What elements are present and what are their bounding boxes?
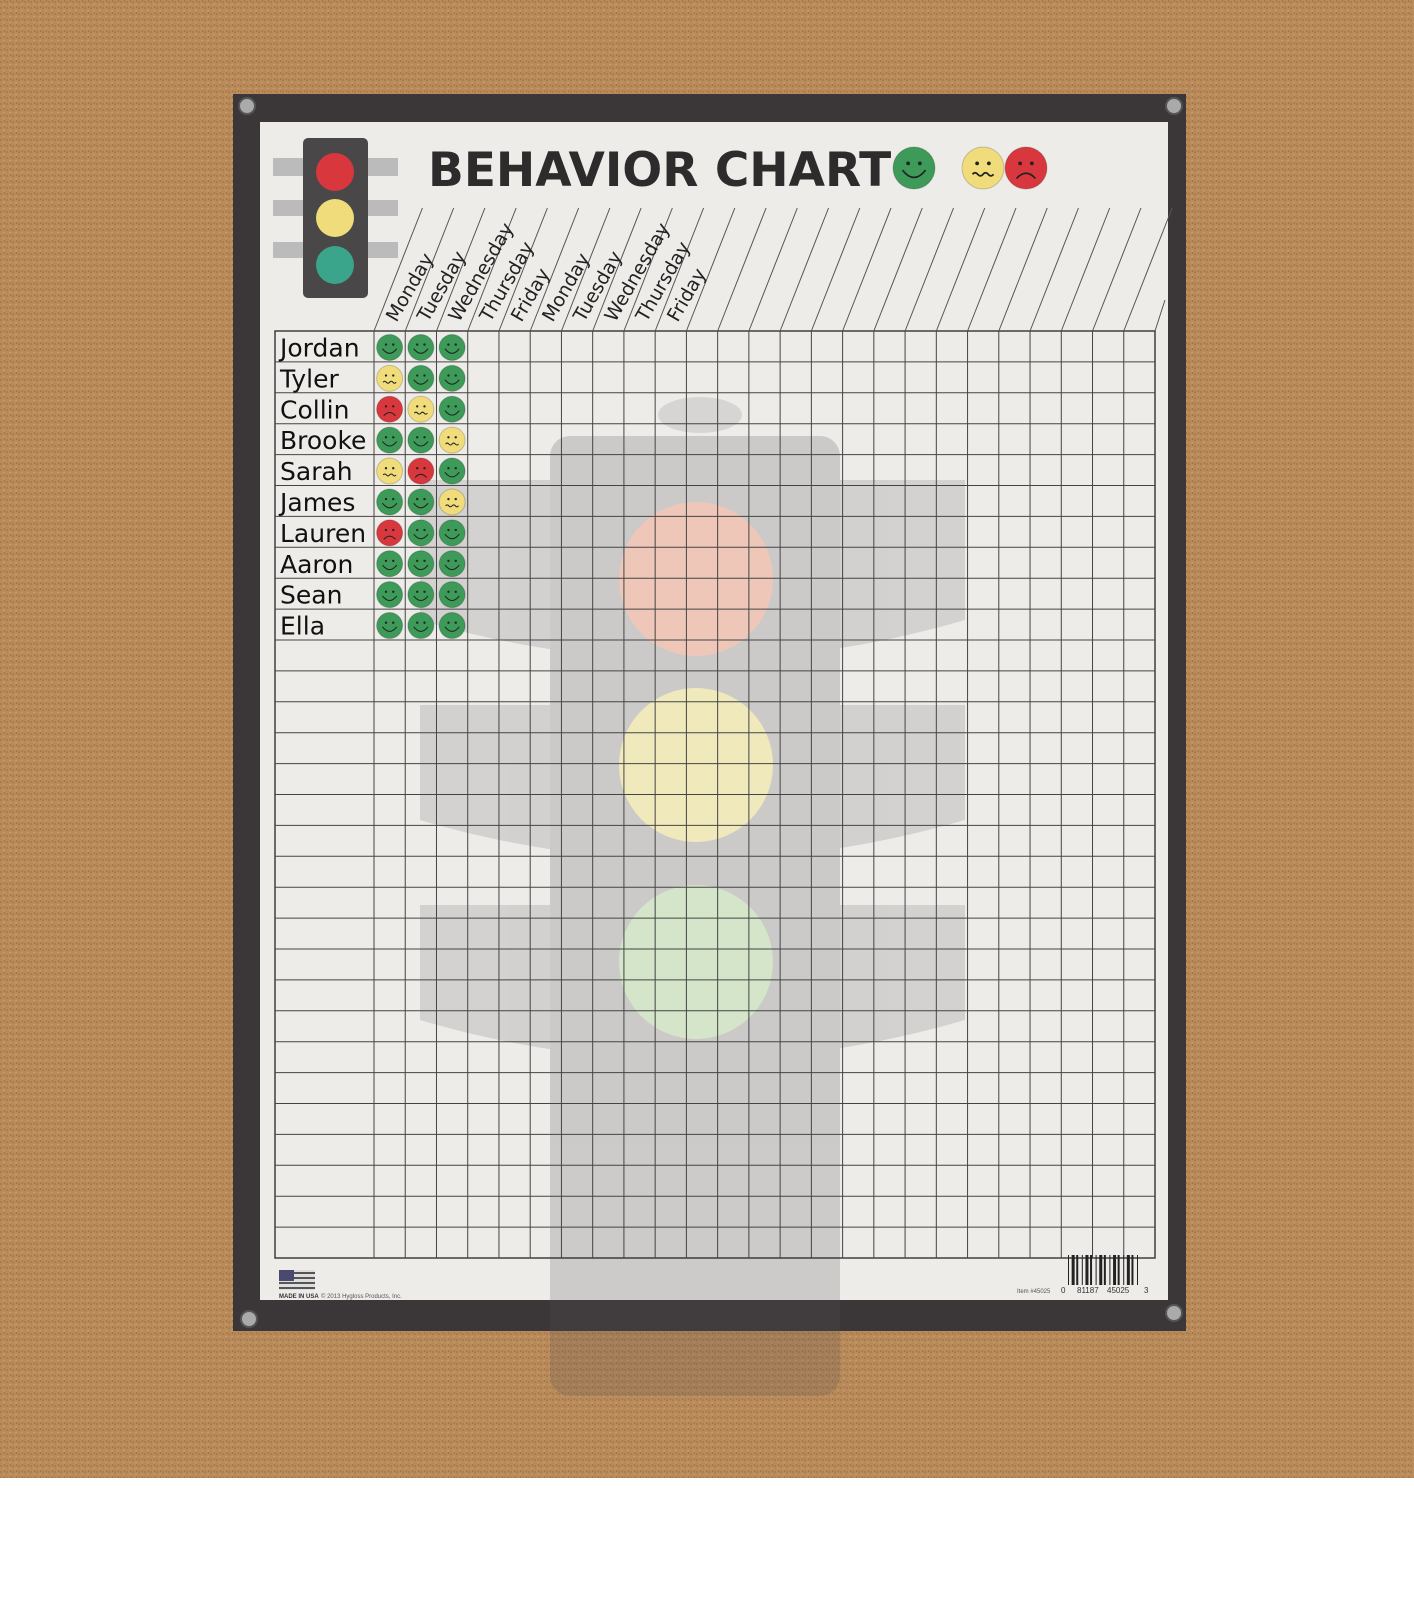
item-number: Item #45025 — [1017, 1289, 1051, 1295]
sticker-green-face — [438, 395, 466, 423]
sticker-green-face — [407, 519, 435, 547]
barcode-digit: 3 — [1144, 1286, 1149, 1295]
chart-grid — [274, 207, 1173, 1259]
student-name: Aaron — [280, 550, 353, 579]
header-diagonal-line — [810, 207, 861, 332]
student-name: Tyler — [279, 364, 339, 393]
sticker-green-face — [407, 426, 435, 454]
sticker-green-face — [376, 581, 404, 609]
header-diagonal-line — [998, 207, 1048, 332]
student-name: Lauren — [280, 519, 366, 548]
header-diagonal-line — [529, 207, 580, 332]
sticker-green-face — [376, 488, 404, 516]
sticker-green-face — [438, 581, 466, 609]
sticker-red-face — [376, 519, 404, 547]
footer: MADE IN USA © 2013 Hygloss Products, Inc… — [279, 1255, 1149, 1300]
header-diagonal-line — [779, 207, 830, 332]
sticker-yellow-face — [376, 364, 404, 392]
sticker-green-face — [376, 550, 404, 578]
header-diagonal-line — [467, 207, 517, 332]
student-names: JordanTylerCollinBrookeSarahJamesLaurenA… — [278, 333, 366, 640]
header-diagonal-line — [748, 207, 798, 332]
sticker-green-face — [438, 612, 466, 640]
header-diagonal-line — [967, 207, 1017, 332]
sticker-green-face — [407, 488, 435, 516]
red-sad-face — [1004, 146, 1048, 190]
barcode-digit: 81187 — [1077, 1286, 1099, 1295]
stickers — [376, 333, 466, 640]
header-diagonal-line — [498, 207, 548, 332]
traffic-light-watermark — [420, 397, 965, 1396]
header-diagonal-line — [1060, 207, 1111, 332]
student-name: Sean — [280, 581, 342, 610]
sticker-green-face — [438, 457, 466, 485]
header-diagonal-line — [654, 207, 705, 332]
header-diagonal-line — [904, 207, 954, 332]
traffic-light-logo — [273, 138, 398, 298]
copyright-label: © 2013 Hygloss Products, Inc. — [321, 1293, 402, 1300]
header-diagonal-line — [1029, 207, 1079, 332]
student-name: Jordan — [278, 333, 360, 362]
header-diagonal-line — [842, 207, 892, 332]
sticker-red-face — [407, 457, 435, 485]
sticker-green-face — [376, 612, 404, 640]
yellow-worried-face — [961, 146, 1005, 190]
legend-faces — [892, 146, 1048, 190]
sticker-green-face — [407, 550, 435, 578]
sticker-green-face — [438, 550, 466, 578]
header-diagonal-line — [1092, 207, 1142, 332]
made-in-usa-label: MADE IN USA — [279, 1294, 319, 1300]
sticker-green-face — [438, 364, 466, 392]
sticker-green-face — [407, 364, 435, 392]
green-happy-face — [892, 146, 936, 190]
sticker-yellow-face — [407, 395, 435, 423]
header-diagonal-line — [873, 207, 923, 332]
student-name: Ella — [280, 612, 325, 641]
student-name: Collin — [280, 395, 349, 424]
header-diagonal-line — [1123, 207, 1173, 332]
sticker-green-face — [407, 581, 435, 609]
sticker-yellow-face — [438, 488, 466, 516]
header-diagonal-line — [935, 207, 986, 332]
poster-title: BEHAVIOR CHART — [428, 143, 891, 198]
sticker-yellow-face — [438, 426, 466, 454]
sticker-green-face — [407, 333, 435, 361]
sticker-yellow-face — [376, 457, 404, 485]
student-name: James — [278, 488, 355, 517]
header-diagonal-line — [685, 207, 736, 332]
sticker-green-face — [438, 519, 466, 547]
us-flag-icon — [279, 1270, 315, 1290]
barcode-digit: 0 — [1061, 1286, 1066, 1295]
sticker-green-face — [407, 612, 435, 640]
header-diagonal-line — [404, 207, 455, 332]
sticker-green-face — [376, 426, 404, 454]
student-name: Brooke — [280, 426, 366, 455]
pushpins — [238, 97, 1183, 1328]
header-diagonal-line — [623, 207, 673, 332]
student-name: Sarah — [280, 457, 353, 486]
header-diagonal-line — [592, 207, 642, 332]
header-diagonal-line — [560, 207, 611, 332]
sticker-green-face — [438, 333, 466, 361]
sticker-green-face — [376, 333, 404, 361]
header-diagonal-line — [717, 207, 767, 332]
barcode — [1068, 1255, 1138, 1285]
sticker-red-face — [376, 395, 404, 423]
header-diagonal-line — [436, 207, 486, 332]
barcode-digit: 45025 — [1107, 1286, 1130, 1295]
header-diagonal-line — [373, 207, 423, 332]
